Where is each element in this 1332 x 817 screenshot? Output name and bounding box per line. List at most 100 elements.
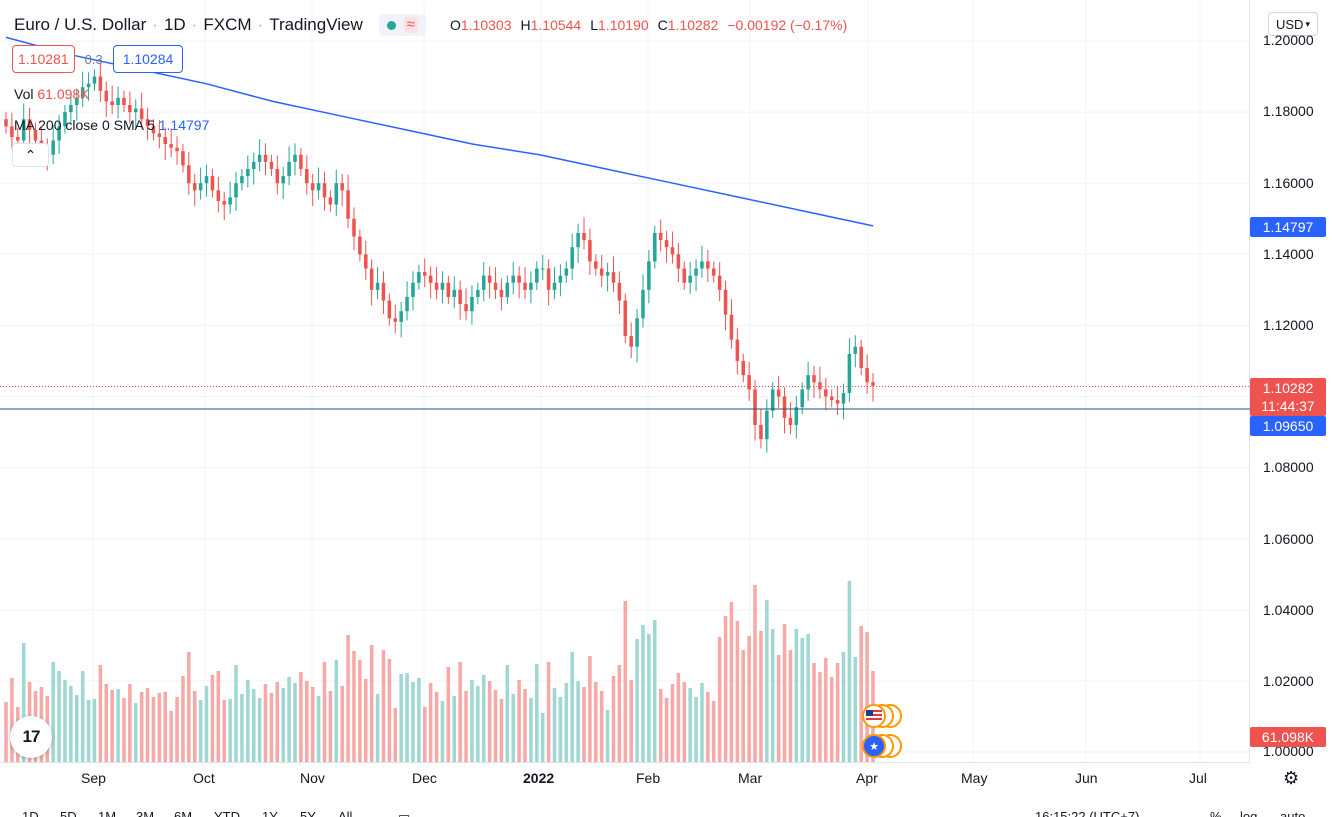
range-3m[interactable]: 3M xyxy=(136,809,155,817)
candle-body xyxy=(664,240,669,248)
volume-bar xyxy=(546,662,551,762)
candle-body xyxy=(428,275,433,283)
price-tick: 1.20000 xyxy=(1263,32,1314,48)
volume-bar xyxy=(558,697,563,762)
volume-bar xyxy=(116,689,120,762)
candle-body xyxy=(234,183,238,198)
us-flag-icon[interactable] xyxy=(862,704,886,728)
separator-dot: · xyxy=(152,15,158,34)
volume-bar xyxy=(21,643,26,762)
volume-bar xyxy=(706,692,710,762)
currency-select[interactable]: USD ▾ xyxy=(1268,12,1318,36)
symbol-title[interactable]: Euro / U.S. Dollar xyxy=(14,15,147,34)
volume-bar xyxy=(104,684,109,762)
volume-bar xyxy=(505,665,510,762)
range-1m[interactable]: 1M xyxy=(98,809,117,817)
volume-bar xyxy=(352,651,356,762)
tradingview-logo-icon: 17 xyxy=(22,727,41,746)
candle-body xyxy=(210,176,215,191)
range-ytd[interactable]: YTD xyxy=(214,809,240,817)
market-status-pill[interactable]: ≈ xyxy=(378,14,426,36)
range-1y[interactable]: 1Y xyxy=(262,809,278,817)
candle-body xyxy=(759,424,763,440)
candle-body xyxy=(481,275,486,290)
candle-body xyxy=(27,119,32,130)
interval-label[interactable]: 1D xyxy=(163,15,186,34)
volume-indicator-legend[interactable]: Vol 61.098K xyxy=(14,86,90,102)
candle-body xyxy=(824,389,828,397)
volume-bar xyxy=(169,711,173,762)
collapse-legend-button[interactable]: ⌃ xyxy=(12,143,49,167)
candle-body xyxy=(558,275,563,283)
volume-bar xyxy=(629,680,633,762)
volume-bar xyxy=(529,698,533,762)
volume-bar xyxy=(841,652,846,762)
range-all[interactable]: All xyxy=(338,809,353,817)
candle-body xyxy=(281,176,285,184)
sell-button[interactable]: 1.10281 xyxy=(12,45,75,73)
price-tick: 1.16000 xyxy=(1263,175,1314,191)
calendar-icon[interactable]: ▭ xyxy=(398,809,411,817)
candle-body xyxy=(346,190,350,219)
time-label: Sep xyxy=(81,770,106,786)
candle-body xyxy=(517,275,521,283)
volume-bar xyxy=(824,658,828,762)
candle-body xyxy=(204,176,209,184)
candle-body xyxy=(175,147,179,152)
separator-dot: · xyxy=(257,15,264,34)
volume-bar xyxy=(470,680,474,762)
last-price-tag: 1.10282 xyxy=(1250,378,1326,398)
volume-bar xyxy=(80,671,85,762)
clock-display[interactable]: 16:15:22 (UTC+7) xyxy=(1035,809,1140,817)
volume-bar xyxy=(835,663,840,762)
candle-body xyxy=(629,336,633,347)
volume-bar xyxy=(493,690,498,762)
volume-bar xyxy=(340,686,344,762)
candle-body xyxy=(717,275,722,290)
volume-bar xyxy=(316,696,321,762)
volume-bar xyxy=(670,684,675,762)
buy-button[interactable]: 1.10284 xyxy=(112,45,184,73)
candle-body xyxy=(493,282,498,290)
range-6m[interactable]: 6M xyxy=(174,809,193,817)
volume-bar xyxy=(788,650,793,762)
candle-body xyxy=(540,268,545,270)
candle-body xyxy=(476,289,480,297)
volume-bar xyxy=(611,676,616,762)
candle-body xyxy=(305,168,309,184)
tradingview-logo[interactable]: 17 xyxy=(10,716,52,758)
volume-bar xyxy=(75,695,79,762)
range-5d[interactable]: 5D xyxy=(60,809,77,817)
volume-bar xyxy=(234,665,238,762)
volume-bar xyxy=(853,657,858,762)
log-toggle[interactable]: log xyxy=(1240,809,1258,817)
ma-indicator-legend[interactable]: MA 200 close 0 SMA 5 1.14797 xyxy=(14,117,209,133)
percent-toggle[interactable]: % xyxy=(1210,809,1222,817)
volume-bar xyxy=(617,665,622,762)
auto-toggle[interactable]: auto xyxy=(1280,809,1306,817)
candle-body xyxy=(723,289,728,315)
candle-body xyxy=(163,136,168,145)
volume-bar xyxy=(865,632,869,762)
gear-icon[interactable]: ⚙ xyxy=(1283,768,1300,788)
volume-bar xyxy=(204,686,209,762)
volume-bar xyxy=(487,681,492,762)
candle-body xyxy=(51,140,55,155)
low-value: 1.10190 xyxy=(598,17,649,33)
candle-body xyxy=(293,154,297,162)
volume-bar xyxy=(305,681,309,762)
volume-bar xyxy=(281,688,285,762)
eu-flag-icon[interactable]: ★ xyxy=(862,734,886,758)
candle-body xyxy=(747,375,751,390)
volume-bar xyxy=(434,692,439,762)
price-chart[interactable] xyxy=(0,0,1250,763)
candle-body xyxy=(16,136,20,141)
range-5y[interactable]: 5Y xyxy=(300,809,316,817)
candle-body xyxy=(511,275,515,283)
range-1d[interactable]: 1D xyxy=(22,809,39,817)
candle-body xyxy=(328,197,333,205)
candle-body xyxy=(269,161,274,169)
volume-bar xyxy=(422,707,427,762)
candle-body xyxy=(741,360,746,376)
chevron-up-icon: ⌃ xyxy=(24,146,37,163)
